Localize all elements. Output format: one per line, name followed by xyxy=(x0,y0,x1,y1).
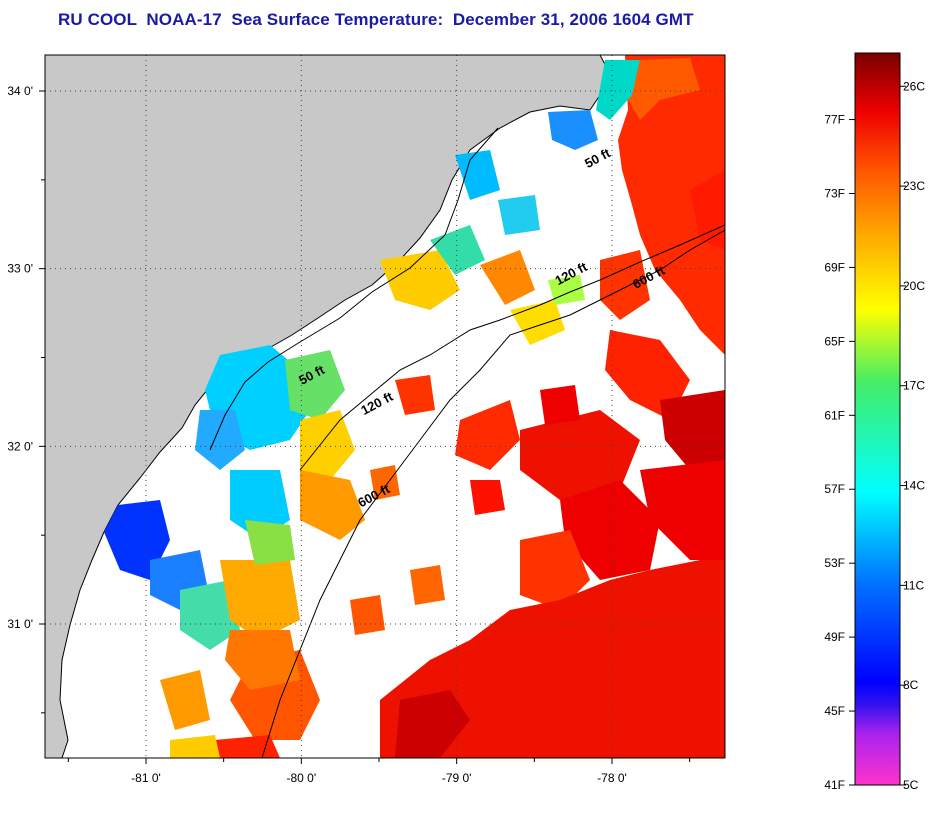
graticule xyxy=(45,55,725,758)
coastline xyxy=(59,55,609,758)
colorbar-fahrenheit-label: 77F xyxy=(824,113,845,127)
colorbar-fahrenheit-label: 65F xyxy=(824,334,845,348)
colorbar-fahrenheit-label: 73F xyxy=(824,186,845,200)
colorbar-celsius-label: 20C xyxy=(903,279,925,293)
colorbar-fahrenheit-label: 53F xyxy=(824,556,845,570)
lat-tick-label: 32 0' xyxy=(7,439,33,453)
colorbar-celsius-label: 14C xyxy=(903,479,925,493)
colorbar-fahrenheit-label: 49F xyxy=(824,630,845,644)
land-mass xyxy=(45,55,608,758)
colorbar-celsius-label: 26C xyxy=(903,79,925,93)
colorbar-fahrenheit-label: 57F xyxy=(824,482,845,496)
lon-tick-label: -78 0' xyxy=(597,771,627,785)
colorbar-fahrenheit-label: 69F xyxy=(824,260,845,274)
colorbar-celsius-label: 23C xyxy=(903,179,925,193)
lat-tick-label: 33 0' xyxy=(7,262,33,276)
axis-ticks: 34 0' 33 0' 32 0' 31 0' -81 0' -80 0' -79 0' -7… xyxy=(7,84,691,785)
bathymetry-contours xyxy=(209,127,725,758)
map-title: RU COOL NOAA-17 Sea Surface Temperature:… xyxy=(58,10,694,29)
colorbar-fahrenheit-label: 61F xyxy=(824,408,845,422)
colorbar-celsius-label: 17C xyxy=(903,379,925,393)
colorbar-fahrenheit-label: 45F xyxy=(824,704,845,718)
lat-tick-label: 31 0' xyxy=(7,617,33,631)
map-frame xyxy=(44,54,726,759)
lon-tick-label: -81 0' xyxy=(131,771,161,785)
colorbar-celsius-label: 5C xyxy=(903,778,919,792)
colorbar xyxy=(854,52,901,786)
lat-tick-label: 34 0' xyxy=(7,84,33,98)
colorbar-celsius-label: 8C xyxy=(903,678,919,692)
lon-tick-label: -80 0' xyxy=(287,771,317,785)
colorbar-labels: 77F 73F 69F 65F 61F 57F 53F 49F 45F 41F 26C 23C 20C 1… xyxy=(824,79,925,792)
lon-tick-label: -79 0' xyxy=(442,771,472,785)
colorbar-celsius-label: 11C xyxy=(903,578,924,592)
sst-patches xyxy=(104,55,725,758)
colorbar-fahrenheit-label: 41F xyxy=(824,778,845,792)
